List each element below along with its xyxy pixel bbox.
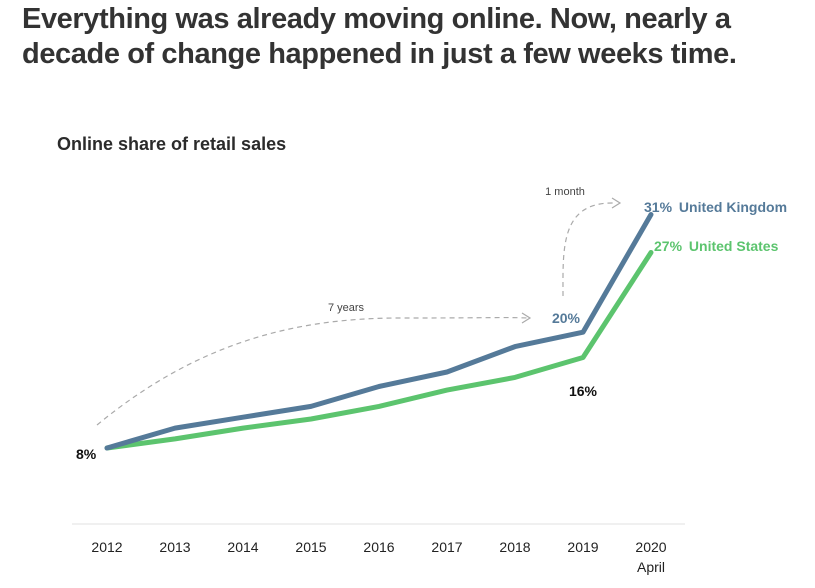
chart-title: Online share of retail sales — [57, 134, 287, 154]
us-2019-value-label: 16% — [569, 383, 598, 399]
x-tick-2015: 2015 — [295, 539, 326, 555]
series-line-united-kingdom — [104, 212, 654, 451]
seven-years-arrowhead — [521, 312, 532, 324]
uk-2019-value-label: 20% — [552, 310, 581, 326]
x-tick-2012: 2012 — [91, 539, 122, 555]
x-tick-2017: 2017 — [431, 539, 462, 555]
x-tick-2018: 2018 — [499, 539, 530, 555]
series-lines — [104, 212, 654, 451]
one-month-arrowhead — [611, 197, 622, 209]
start-value-label: 8% — [76, 446, 97, 462]
series-line-united-states — [104, 250, 654, 451]
headline: Everything was already moving online. No… — [22, 3, 737, 70]
seven-years-arrow — [96, 316, 529, 426]
uk-end-value: 31% — [644, 199, 673, 215]
uk-end-label: 31% United Kingdom — [644, 199, 787, 215]
x-tick-2020: 2020 — [635, 539, 666, 555]
uk-end-series-name: United Kingdom — [679, 199, 787, 215]
x-tick-labels: 2012 2013 2014 2015 2016 2017 2018 2019 2020 Apri… — [91, 539, 666, 575]
x-tick-sublabel-2020: April — [637, 559, 665, 575]
us-end-label: 27% United States — [654, 238, 779, 254]
x-tick-2016: 2016 — [363, 539, 394, 555]
x-tick-2014: 2014 — [227, 539, 258, 555]
us-end-value: 27% — [654, 238, 683, 254]
one-month-arrow — [562, 202, 616, 297]
one-month-label: 1 month — [545, 186, 585, 198]
us-end-series-name: United States — [689, 238, 779, 254]
x-tick-2013: 2013 — [159, 539, 190, 555]
seven-years-label: 7 years — [328, 302, 365, 314]
x-tick-2019: 2019 — [567, 539, 598, 555]
